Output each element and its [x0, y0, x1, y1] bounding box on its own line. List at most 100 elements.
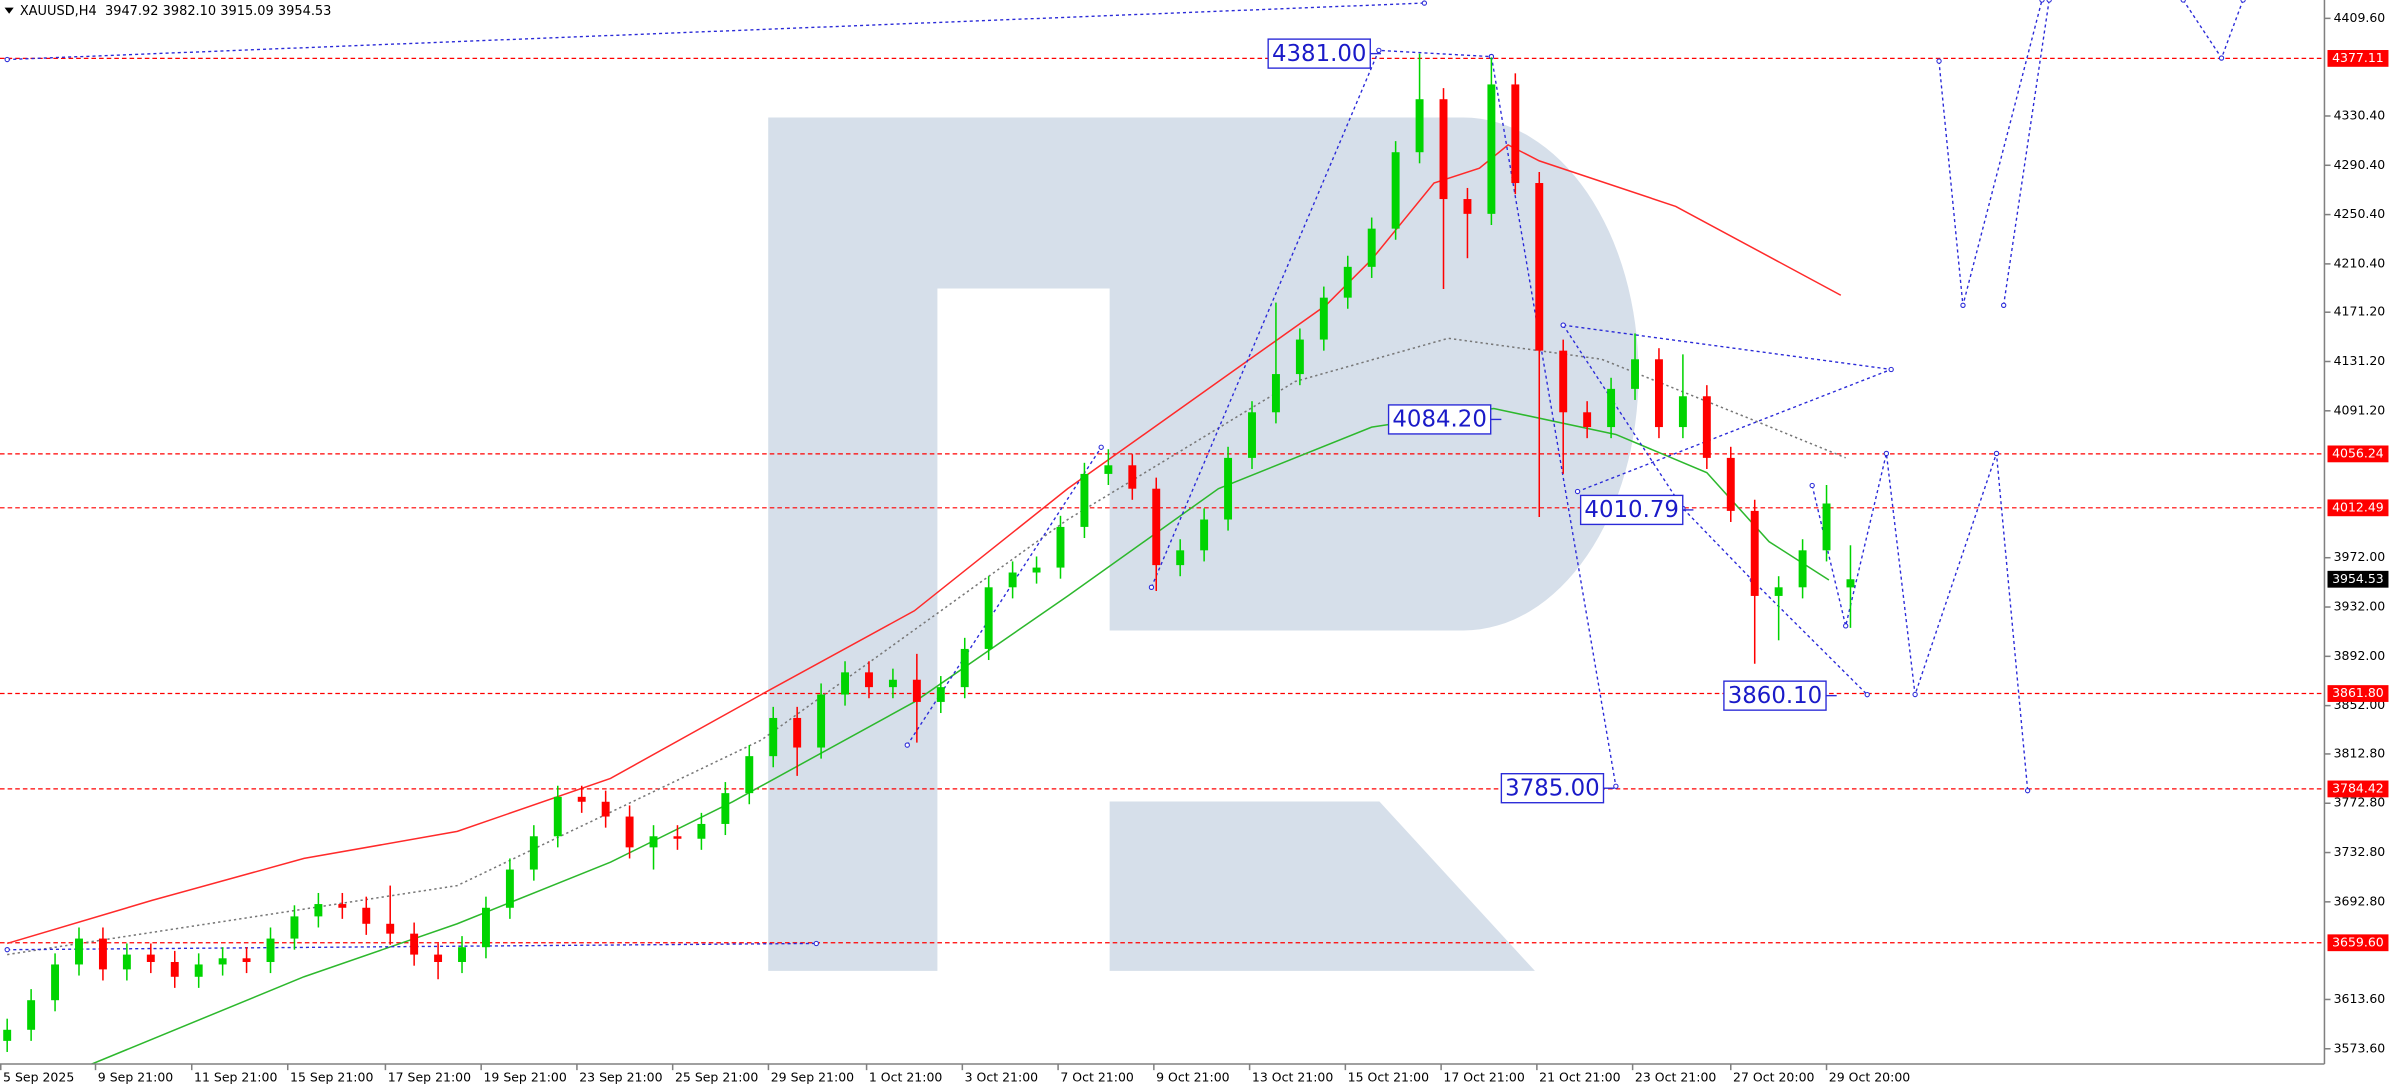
forecast-point: [1148, 584, 1155, 590]
candle-body: [1080, 473, 1089, 527]
x-tick-label: 19 Sep 21:00: [483, 1069, 566, 1084]
candle-body: [146, 954, 155, 962]
candle-body: [529, 836, 538, 870]
candle-body: [1343, 266, 1352, 298]
forecast-point: [1912, 691, 1918, 698]
x-tick-label: 11 Sep 21:00: [194, 1069, 277, 1084]
y-tick-label: 3812.80: [2334, 745, 2386, 760]
candle-body: [218, 958, 227, 965]
annotation-label: 3860.10: [1728, 683, 1823, 709]
x-tick-label: 1 Oct 21:00: [869, 1069, 943, 1084]
candle-body: [458, 947, 466, 962]
candle-body: [27, 1000, 36, 1030]
candle-body: [721, 793, 730, 824]
candle-body: [1056, 526, 1065, 568]
candle-body: [1104, 465, 1113, 474]
forecast-point: [904, 742, 910, 748]
y-tick-label: 3573.60: [2334, 1040, 2386, 1055]
candle-body: [1128, 465, 1137, 489]
level-tag-label: 3861.80: [2332, 685, 2384, 700]
annotation-label: 3785.00: [1505, 775, 1600, 801]
candle-body: [1726, 457, 1735, 511]
level-tag-label: 3659.60: [2332, 934, 2384, 949]
forecast-point: [1960, 302, 1966, 308]
forecast-point: [1864, 691, 1870, 698]
x-tick-label: 23 Sep 21:00: [579, 1069, 662, 1084]
annotation-box: [1500, 773, 1605, 804]
x-tick-label: 17 Oct 21:00: [1443, 1069, 1524, 1084]
candle-body: [1631, 359, 1639, 389]
forecast-line: [906, 446, 1102, 746]
forecast-point: [4, 56, 10, 63]
y-tick-label: 4409.60: [2334, 10, 2386, 25]
current-price-tag: [2327, 570, 2389, 588]
candle-body: [314, 904, 323, 917]
candle-body: [1415, 99, 1424, 153]
candle-body: [481, 907, 490, 948]
level-tag: [2327, 499, 2389, 517]
level-tag: [2327, 780, 2389, 798]
candles: [3, 53, 1855, 1052]
candle-body: [1224, 457, 1233, 520]
candle-body: [1271, 374, 1280, 413]
candle-body: [122, 954, 131, 970]
candle-body: [1798, 550, 1807, 588]
candle-body: [577, 796, 586, 802]
candle-body: [1774, 587, 1783, 596]
y-tick-label: 4131.20: [2334, 353, 2386, 368]
x-tick-label: 29 Oct 20:00: [1829, 1069, 1910, 1084]
candle-body: [865, 672, 873, 688]
y-tick-label: 3613.60: [2334, 991, 2386, 1006]
candle-body: [673, 836, 682, 839]
y-tick-label: 4210.40: [2334, 255, 2386, 270]
forecast-point: [1560, 322, 1566, 328]
annotation-box: [1267, 38, 1371, 69]
candle-body: [242, 958, 251, 962]
y-tick-label: 4330.40: [2334, 107, 2386, 122]
moving-average: [7, 337, 1846, 956]
x-tick-label: 25 Sep 21:00: [675, 1069, 758, 1084]
x-tick-label: 21 Oct 21:00: [1539, 1069, 1620, 1084]
candle-body: [194, 964, 203, 977]
y-tick-label: 4250.40: [2334, 206, 2386, 221]
forecast-point: [1843, 623, 1849, 629]
forecast-point: [2039, 0, 2045, 3]
candle-body: [1559, 350, 1568, 413]
candle-body: [1511, 84, 1520, 184]
candle-body: [505, 869, 514, 908]
annotation-box: [1579, 494, 1684, 526]
level-tag: [2327, 445, 2389, 463]
x-tick-label: 7 Oct 21:00: [1060, 1069, 1134, 1084]
candle-body: [75, 938, 83, 965]
candle-body: [601, 801, 610, 817]
candle-body: [1607, 388, 1616, 428]
y-tick-label: 3732.80: [2334, 844, 2386, 859]
level-tag: [2327, 50, 2389, 67]
x-tick-label: 17 Sep 21:00: [388, 1069, 471, 1084]
forecast-point: [2240, 0, 2246, 3]
candle-body: [649, 836, 658, 848]
level-tag: [2327, 685, 2389, 702]
level-tag: [2327, 934, 2389, 952]
current-price-label: 3954.53: [2332, 571, 2384, 586]
candle-body: [1439, 99, 1448, 200]
forecast-point: [813, 940, 819, 947]
candle-body: [51, 964, 60, 1001]
candle-body: [1008, 572, 1017, 588]
y-tick-label: 3972.00: [2334, 549, 2386, 564]
candle-body: [1200, 519, 1209, 551]
candle-body: [841, 672, 850, 695]
forecast-line: [1562, 324, 1868, 696]
candle-body: [697, 823, 706, 839]
candle-body: [386, 923, 395, 934]
forecast-point: [1993, 450, 2000, 457]
candle-body: [410, 933, 419, 955]
forecast-line: [2002, 0, 2050, 306]
candle-body: [434, 954, 443, 962]
y-tick-label: 3892.00: [2334, 648, 2386, 663]
candle-body: [888, 679, 897, 688]
candle-body: [625, 816, 634, 848]
candle-body: [362, 907, 371, 924]
candle-body: [338, 904, 347, 908]
